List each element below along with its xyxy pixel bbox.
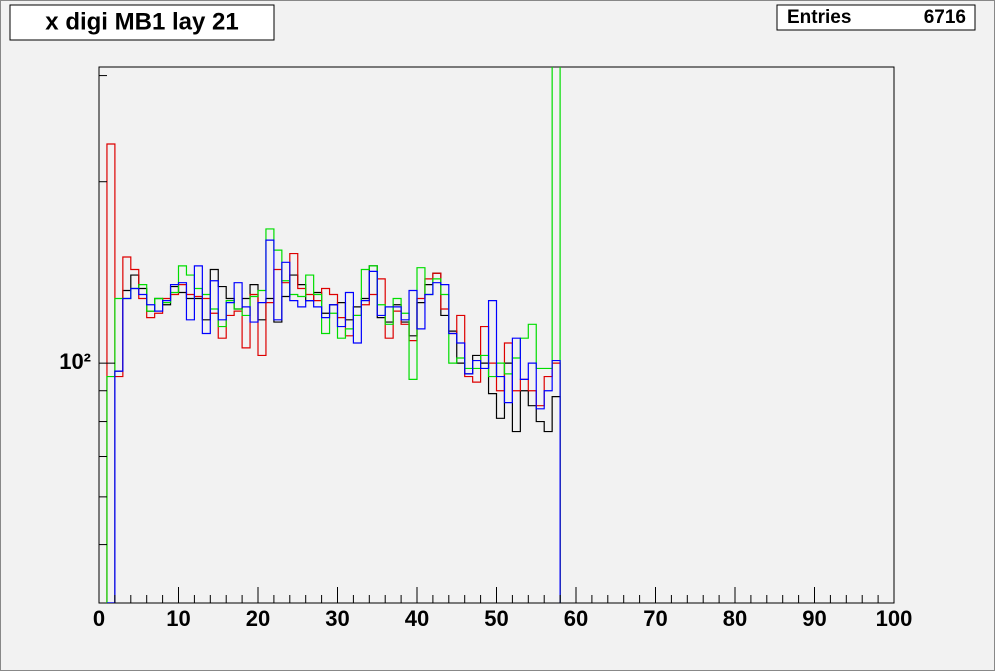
stats-value: 6716 xyxy=(924,7,966,28)
stats-label: Entries xyxy=(787,7,851,28)
curves xyxy=(106,67,561,603)
stats-box xyxy=(776,4,976,31)
x-tick-label: 70 xyxy=(643,606,667,631)
x-tick-label: 100 xyxy=(876,606,913,631)
x-tick-label: 60 xyxy=(564,606,588,631)
x-tick-label: 0 xyxy=(93,606,105,631)
x-tick-label: 10 xyxy=(166,606,190,631)
x-tick-label: 50 xyxy=(484,606,508,631)
chart-title: x digi MB1 lay 21 xyxy=(45,8,238,35)
title-box xyxy=(9,4,275,41)
x-tick-label: 80 xyxy=(723,606,747,631)
y-tick-label: 10² xyxy=(59,349,91,374)
histogram-line xyxy=(106,239,561,603)
x-tick-label: 20 xyxy=(246,606,270,631)
histogram-line xyxy=(106,143,561,603)
x-tick-label: 40 xyxy=(405,606,429,631)
x-tick-label: 90 xyxy=(802,606,826,631)
x-tick-label: 30 xyxy=(325,606,349,631)
